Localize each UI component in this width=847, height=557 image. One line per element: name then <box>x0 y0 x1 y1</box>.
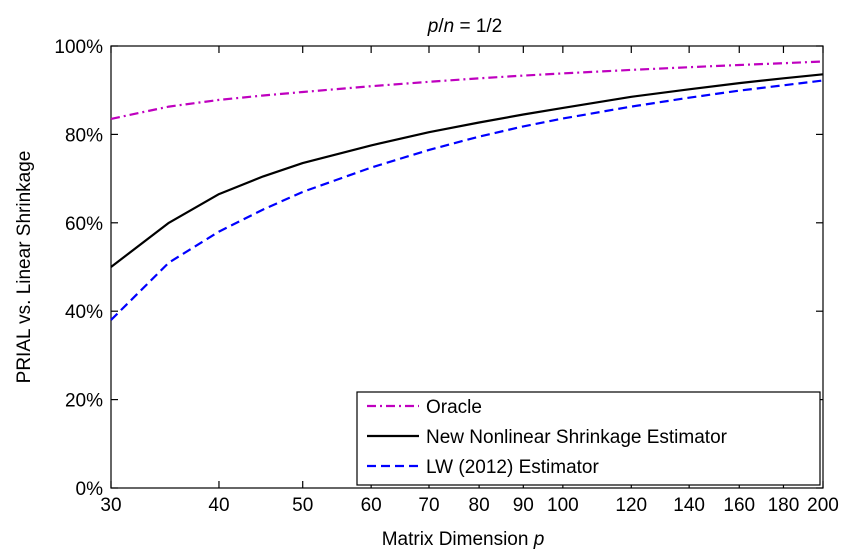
title-p: p <box>427 16 439 37</box>
y-tick-label: 0% <box>76 479 104 500</box>
title-slash: / <box>438 16 444 37</box>
series-line <box>110 60 824 120</box>
x-tick-label: 160 <box>723 495 755 516</box>
series-line <box>110 73 824 268</box>
x-tick-label: 200 <box>807 495 839 516</box>
y-tick-label: 20% <box>65 391 103 412</box>
x-tick-label: 80 <box>469 495 490 516</box>
x-tick-label: 90 <box>513 495 534 516</box>
y-tick-label: 40% <box>65 302 103 323</box>
x-tick-label: 30 <box>100 495 121 516</box>
y-axis-ticks: 0% 20% 40% 60% 80% 100% <box>54 37 823 500</box>
x-tick-label: 50 <box>292 495 313 516</box>
title-rest: = 1/2 <box>454 16 502 37</box>
title-n: n <box>444 16 455 37</box>
x-tick-label: 40 <box>208 495 229 516</box>
legend-label: New Nonlinear Shrinkage Estimator <box>426 427 728 448</box>
chart-title: p/n = 1/2 <box>427 16 503 37</box>
y-tick-label: 80% <box>65 125 103 146</box>
x-tick-label: 180 <box>768 495 800 516</box>
x-axis-ticks: 30 40 50 60 70 80 90 100 120 140 160 180 200 <box>100 46 839 516</box>
legend-box <box>356 391 821 486</box>
legend-label: LW (2012) Estimator <box>426 457 599 478</box>
x-axis-label-p: p <box>533 529 545 550</box>
x-tick-label: 70 <box>418 495 439 516</box>
x-tick-label: 140 <box>673 495 705 516</box>
x-tick-label: 120 <box>615 495 647 516</box>
x-axis-label: Matrix Dimension p <box>382 529 545 550</box>
x-tick-label: 60 <box>361 495 382 516</box>
series-lines <box>110 60 824 321</box>
legend-label: Oracle <box>426 397 482 418</box>
x-axis-label-text: Matrix Dimension <box>382 529 534 550</box>
y-tick-label: 100% <box>54 37 103 58</box>
x-tick-label: 100 <box>547 495 579 516</box>
y-axis-label: PRIAL vs. Linear Shrinkage <box>14 151 35 384</box>
y-tick-label: 60% <box>65 214 103 235</box>
legend-items: Oracle New Nonlinear Shrinkage Estimator L… <box>367 397 728 478</box>
legend: Oracle New Nonlinear Shrinkage Estimator L… <box>356 391 821 486</box>
series-line <box>110 79 824 321</box>
